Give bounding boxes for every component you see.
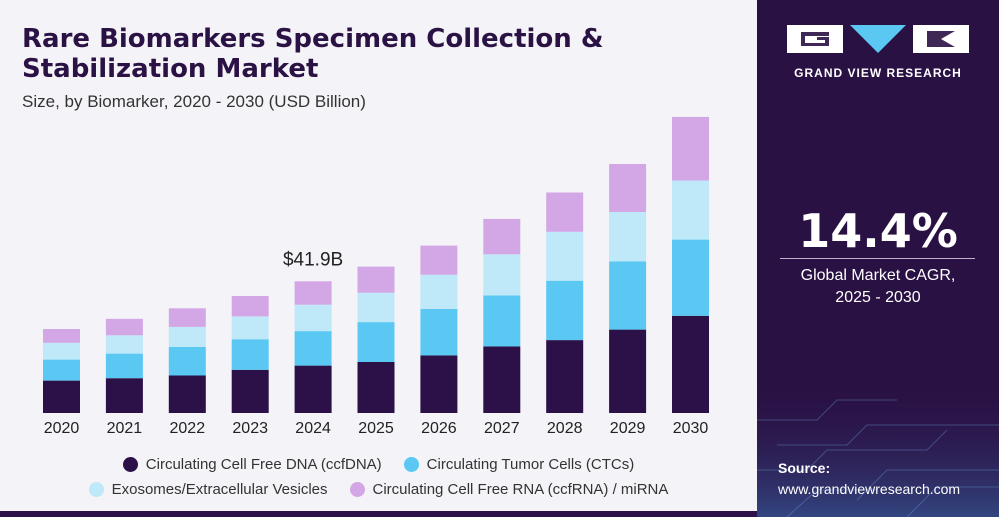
legend-swatch-ctcs [403, 457, 419, 472]
bar-2026-circulating-cell-free [420, 245, 458, 275]
legend-swatch-evs [88, 482, 104, 497]
legend-item-ccfrna: Circulating Cell Free RNA (ccfRNA) / miR… [349, 481, 669, 498]
bar-2024-exosomes-extracellular-vesicles [294, 304, 332, 332]
x-tick-label-2024: 2024 [295, 420, 331, 437]
bar-2029-exosomes-extracellular-vesicles [609, 212, 647, 262]
bar-2028-circulating-cell-free [546, 192, 584, 232]
bar-2028-circulating-cell-free [546, 340, 584, 413]
bar-2020-exosomes-extracellular-vesicles [43, 342, 80, 360]
x-tick-label-2025: 2025 [358, 420, 394, 437]
bar-2026-circulating-tumor-cells [420, 308, 458, 356]
x-tick-label-2021: 2021 [107, 420, 143, 437]
bar-2027-circulating-cell-free [483, 346, 521, 413]
chart-title: Rare Biomarkers Specimen Collection & St… [22, 24, 604, 84]
circuit-pattern [757, 380, 999, 517]
cagr-divider [780, 258, 975, 259]
legend-row-2: Exosomes/Extracellular Vesicles Circulat… [0, 481, 757, 498]
bar-2029-circulating-cell-free [609, 329, 647, 413]
bar-2028-exosomes-extracellular-vesicles [546, 231, 584, 281]
bar-2027-circulating-tumor-cells [483, 295, 521, 347]
bar-2021-circulating-tumor-cells [105, 353, 143, 379]
cagr-label-line1: Global Market CAGR, [800, 267, 956, 284]
bar-2026-circulating-cell-free [420, 355, 458, 413]
chart-subtitle: Size, by Biomarker, 2020 - 2030 (USD Bil… [22, 92, 366, 111]
bar-2023-circulating-cell-free [231, 369, 269, 413]
x-tick-label-2030: 2030 [673, 420, 709, 437]
cagr-value: 14.4% [798, 204, 958, 258]
bar-2022-circulating-cell-free [168, 375, 206, 413]
legend-row-1: Circulating Cell Free DNA (ccfDNA) Circu… [0, 456, 757, 473]
bar-2027-circulating-cell-free [483, 218, 521, 255]
bar-2023-exosomes-extracellular-vesicles [231, 316, 269, 340]
bar-2023-circulating-tumor-cells [231, 339, 269, 370]
bar-2024-circulating-tumor-cells [294, 331, 332, 366]
bar-2022-circulating-tumor-cells [168, 347, 206, 376]
x-tick-label-2023: 2023 [232, 420, 268, 437]
x-tick-label-2022: 2022 [170, 420, 206, 437]
x-tick-label-2020: 2020 [44, 420, 80, 437]
bar-2022-exosomes-extracellular-vesicles [168, 326, 206, 347]
bar-2030-exosomes-extracellular-vesicles [672, 180, 709, 240]
bar-2020-circulating-cell-free [43, 380, 80, 413]
bar-2020-circulating-tumor-cells [43, 359, 80, 381]
bar-2023-circulating-cell-free [231, 296, 269, 317]
bar-2024-circulating-cell-free [294, 365, 332, 413]
panel-bottom-bar [0, 511, 757, 517]
bar-2030-circulating-cell-free [672, 116, 709, 181]
bar-2027-exosomes-extracellular-vesicles [483, 254, 521, 296]
bar-2025-exosomes-extracellular-vesicles [357, 292, 395, 323]
legend-swatch-ccfdna [122, 457, 138, 472]
bar-2020-circulating-cell-free [43, 329, 80, 343]
x-tick-label-2028: 2028 [547, 420, 583, 437]
bar-2030-circulating-tumor-cells [672, 239, 709, 316]
legend-label-ctcs: Circulating Tumor Cells (CTCs) [426, 456, 635, 473]
legend-item-evs: Exosomes/Extracellular Vesicles [88, 481, 328, 498]
bar-2021-circulating-cell-free [105, 378, 143, 413]
source-url: www.grandviewresearch.com [778, 481, 961, 497]
annotation-total-2024: $41.9B [283, 249, 343, 270]
legend-item-ccfdna: Circulating Cell Free DNA (ccfDNA) [122, 456, 382, 473]
legend-label-ccfdna: Circulating Cell Free DNA (ccfDNA) [145, 456, 382, 473]
cagr-label: Global Market CAGR, 2025 - 2030 [757, 265, 999, 309]
bar-2026-exosomes-extracellular-vesicles [420, 274, 458, 309]
grand-view-research-logo [787, 25, 969, 53]
stacked-bar-chart: 2020 2021 2022 2023 2024 2025 2026 2027 2028 2029… [43, 116, 709, 437]
bar-2030-circulating-cell-free [672, 315, 709, 413]
bar-2028-circulating-tumor-cells [546, 280, 584, 341]
bar-2024-circulating-cell-free [294, 281, 332, 305]
cagr-label-line2: 2025 - 2030 [835, 289, 921, 306]
bar-2029-circulating-tumor-cells [609, 261, 647, 330]
brand-name: GRAND VIEW RESEARCH [794, 66, 962, 80]
source-label: Source: [778, 460, 831, 476]
bar-2025-circulating-cell-free [357, 266, 395, 293]
bar-2025-circulating-cell-free [357, 362, 395, 413]
x-tick-label-2027: 2027 [484, 420, 520, 437]
legend-label-ccfrna: Circulating Cell Free RNA (ccfRNA) / miR… [372, 481, 669, 498]
legend-label-evs: Exosomes/Extracellular Vesicles [111, 481, 328, 498]
bar-2022-circulating-cell-free [168, 308, 206, 327]
legend-swatch-ccfrna [349, 482, 365, 497]
x-tick-label-2026: 2026 [421, 420, 457, 437]
bar-2021-exosomes-extracellular-vesicles [105, 335, 143, 354]
bar-2021-circulating-cell-free [105, 318, 143, 336]
legend-item-ctcs: Circulating Tumor Cells (CTCs) [403, 456, 635, 473]
bar-2029-circulating-cell-free [609, 164, 647, 212]
x-tick-label-2029: 2029 [610, 420, 646, 437]
bar-2025-circulating-tumor-cells [357, 322, 395, 362]
